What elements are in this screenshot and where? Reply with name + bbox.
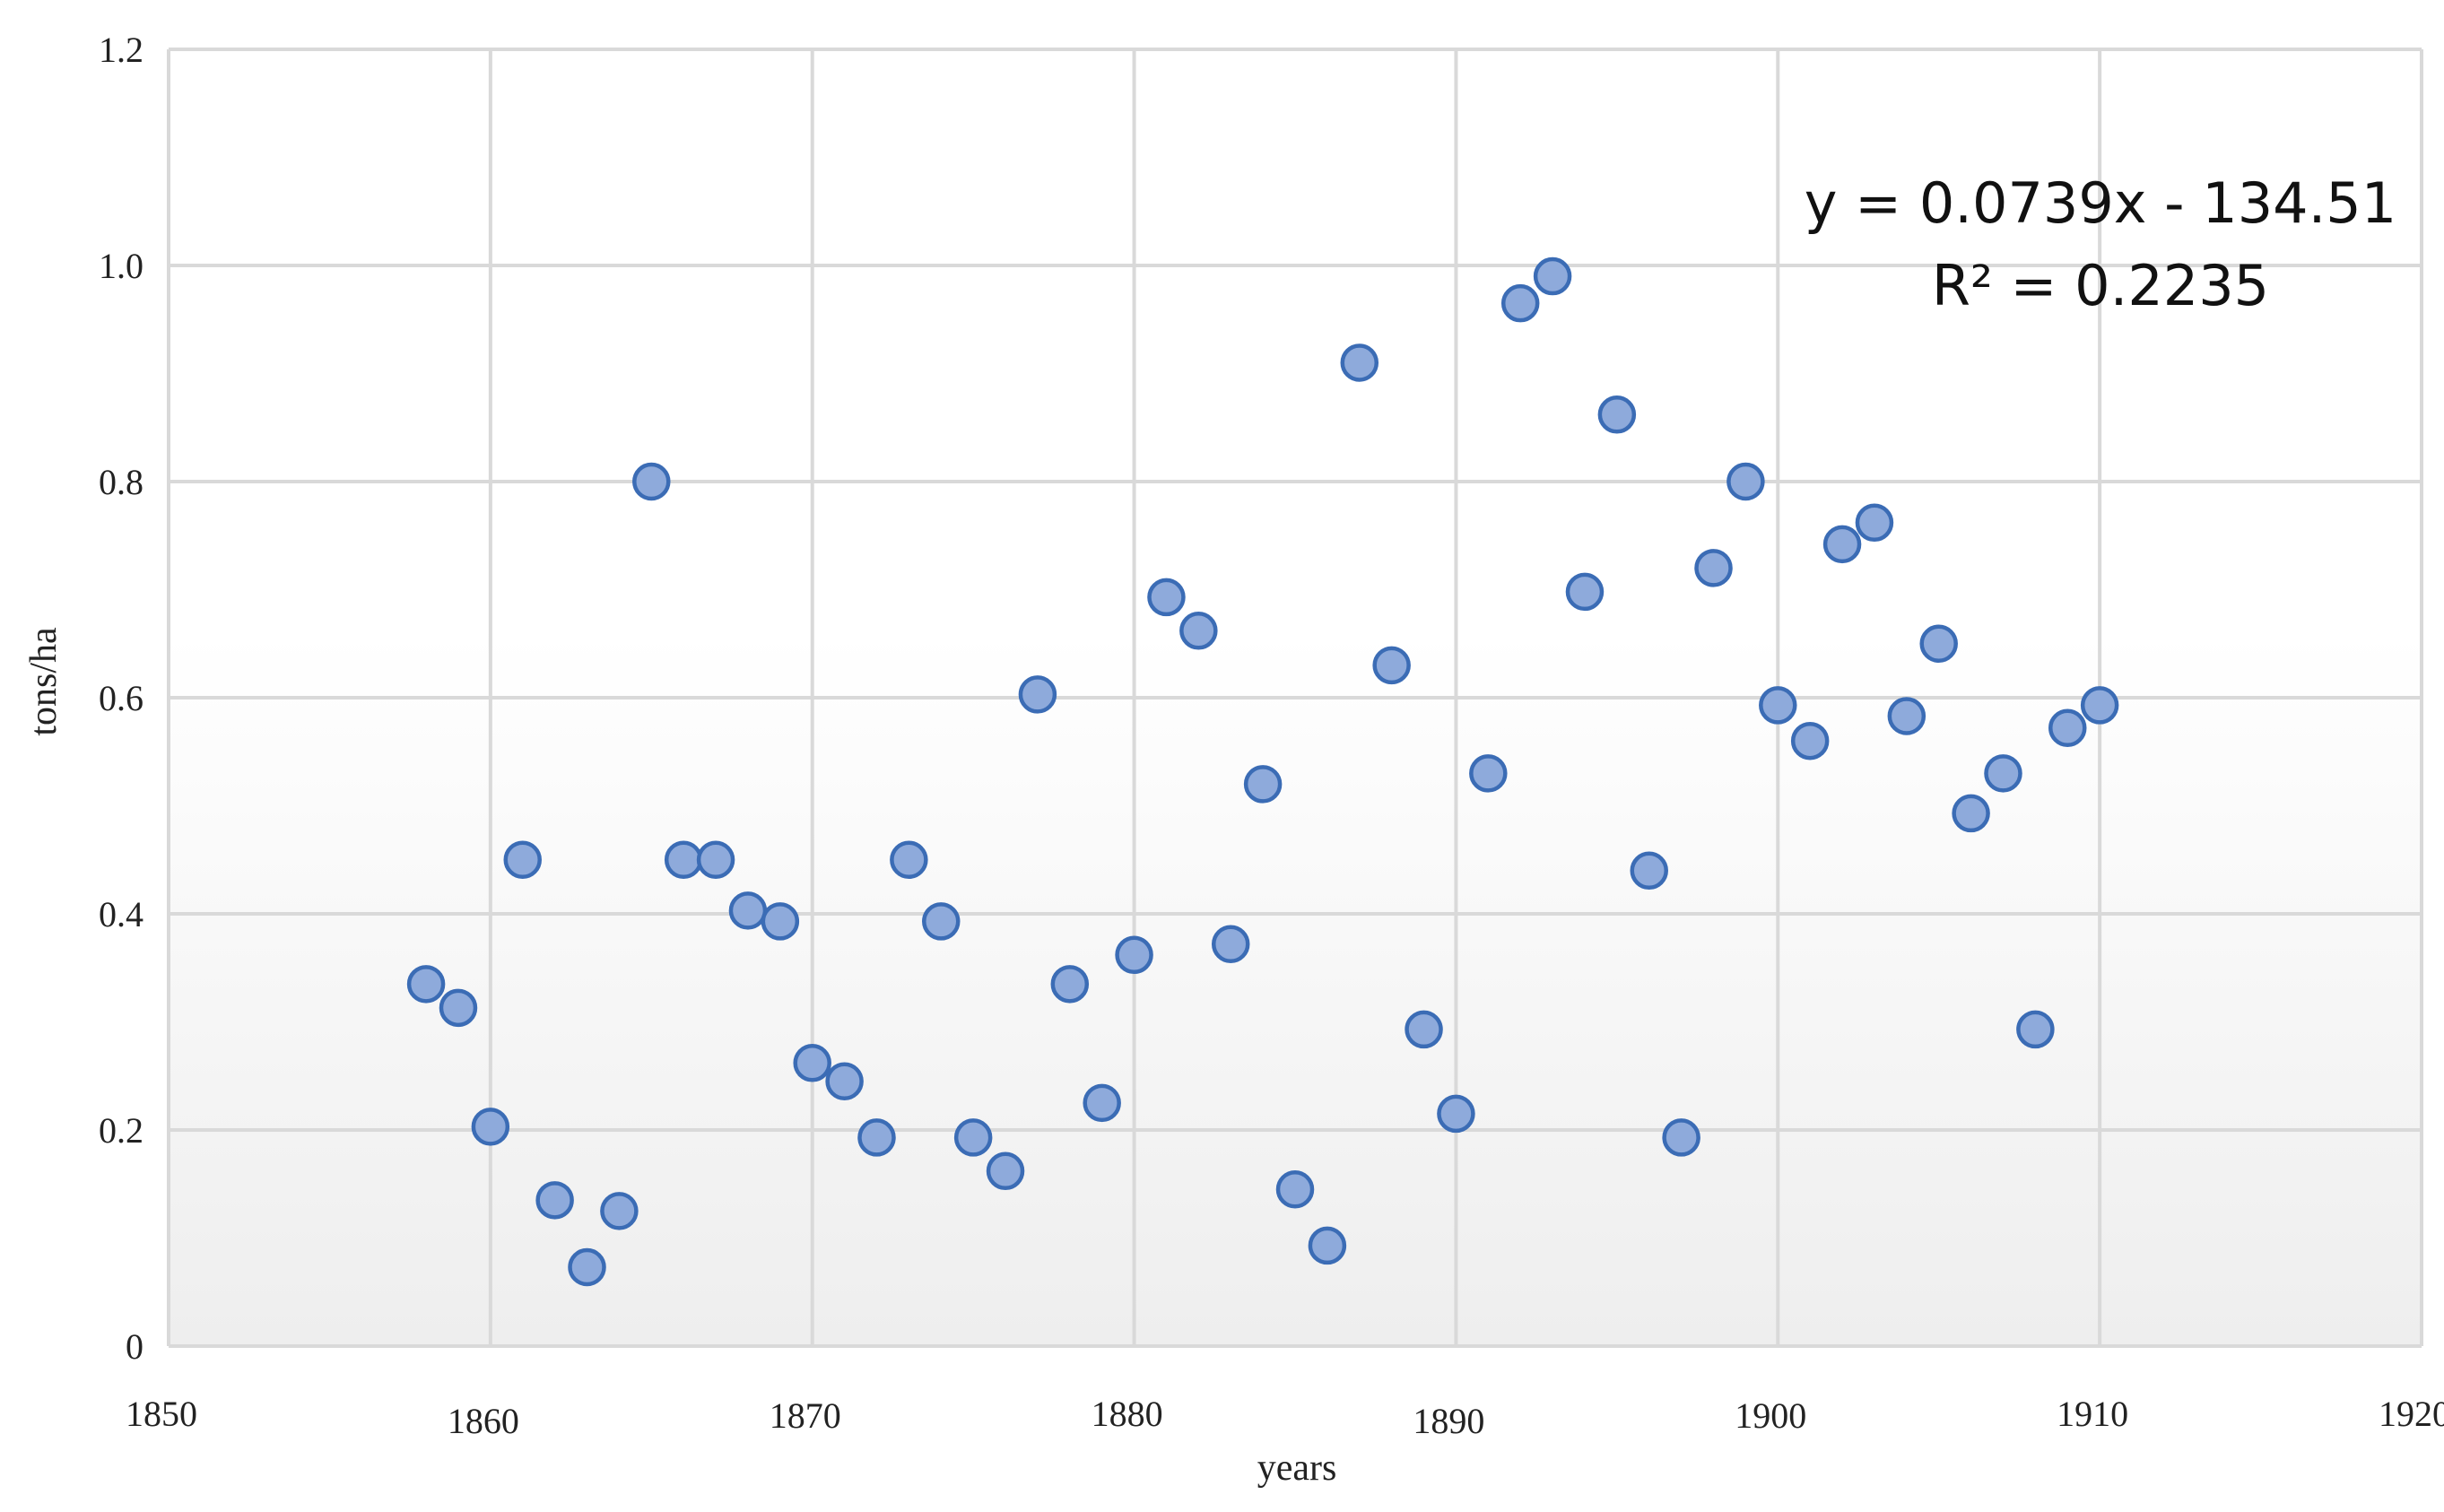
trendline-equation: y = 0.0739x - 134.51 xyxy=(1805,170,2396,236)
y-tick-label-1: 0.2 xyxy=(99,1110,144,1151)
data-point-42 xyxy=(1759,686,1797,725)
x-tick-label-1: 1860 xyxy=(448,1401,519,1441)
data-point-23 xyxy=(1147,578,1186,617)
data-point-33 xyxy=(1469,754,1508,793)
data-point-9 xyxy=(696,840,735,879)
data-point-15 xyxy=(890,840,928,879)
x-tick-label-0: 1850 xyxy=(126,1394,197,1434)
data-point-35 xyxy=(1533,256,1572,296)
data-point-43 xyxy=(1790,721,1830,760)
data-point-20 xyxy=(1050,965,1090,1004)
data-point-2 xyxy=(471,1108,510,1146)
x-tick-label-3: 1880 xyxy=(1092,1394,1163,1434)
data-point-32 xyxy=(1437,1094,1475,1134)
data-point-31 xyxy=(1405,1010,1443,1049)
x-tick-label-4: 1890 xyxy=(1413,1401,1484,1441)
y-tick-label-5: 1.0 xyxy=(99,246,144,286)
y-tick-labels: 0 0.2 0.4 0.6 0.8 1.0 1.2 xyxy=(99,30,144,1367)
data-point-51 xyxy=(2048,708,2087,747)
x-tick-label-2: 1870 xyxy=(770,1395,841,1436)
x-tick-label-7: 1920 xyxy=(2379,1394,2444,1434)
data-point-39 xyxy=(1662,1118,1700,1157)
data-point-38 xyxy=(1630,851,1668,891)
data-point-3 xyxy=(503,840,542,879)
data-point-11 xyxy=(761,902,800,941)
data-point-26 xyxy=(1243,765,1283,804)
data-point-27 xyxy=(1275,1170,1315,1209)
data-points xyxy=(406,256,2119,1287)
y-tick-label-3: 0.6 xyxy=(99,678,144,718)
data-point-14 xyxy=(857,1118,896,1157)
data-point-6 xyxy=(600,1192,639,1230)
data-point-47 xyxy=(1919,624,1958,663)
data-point-44 xyxy=(1822,525,1862,564)
y-tick-label-2: 0.4 xyxy=(99,894,144,934)
data-point-18 xyxy=(986,1151,1025,1191)
data-point-36 xyxy=(1565,572,1605,612)
x-tick-label-5: 1900 xyxy=(1735,1395,1806,1436)
data-point-19 xyxy=(1018,675,1057,714)
data-point-46 xyxy=(1887,697,1926,735)
y-tick-label-0: 0 xyxy=(126,1326,144,1367)
data-point-30 xyxy=(1372,646,1411,685)
data-point-7 xyxy=(632,462,671,501)
data-point-52 xyxy=(2080,686,2119,725)
data-point-12 xyxy=(793,1044,831,1082)
data-point-37 xyxy=(1597,395,1637,434)
data-point-0 xyxy=(406,965,446,1004)
y-tick-label-4: 0.8 xyxy=(99,462,144,502)
data-point-5 xyxy=(568,1247,606,1287)
x-tick-labels: 1850 1860 1870 1880 1890 1900 1910 1920 xyxy=(126,1394,2444,1441)
data-point-4 xyxy=(535,1181,574,1220)
data-point-45 xyxy=(1855,503,1894,543)
data-point-8 xyxy=(664,840,703,879)
data-point-22 xyxy=(1115,935,1153,975)
data-point-21 xyxy=(1083,1083,1121,1123)
data-point-17 xyxy=(953,1118,993,1157)
x-tick-label-6: 1910 xyxy=(2057,1394,2128,1434)
data-point-1 xyxy=(439,988,478,1028)
data-point-13 xyxy=(825,1062,864,1101)
data-point-50 xyxy=(2016,1010,2055,1049)
data-point-41 xyxy=(1726,462,1765,501)
data-point-40 xyxy=(1694,549,1733,587)
x-axis-title: years xyxy=(1257,1447,1337,1489)
data-point-24 xyxy=(1179,612,1218,650)
y-tick-label-6: 1.2 xyxy=(99,30,144,70)
y-axis-title: tons/ha xyxy=(23,627,65,736)
data-point-49 xyxy=(1984,754,2022,793)
data-point-16 xyxy=(922,902,961,941)
data-point-34 xyxy=(1500,283,1540,323)
data-point-10 xyxy=(728,891,768,930)
data-point-48 xyxy=(1952,794,1990,833)
data-point-29 xyxy=(1340,343,1379,382)
data-point-28 xyxy=(1308,1226,1347,1265)
grid-lines xyxy=(167,48,2423,1348)
trendline-r-squared: R² = 0.2235 xyxy=(1932,253,2269,318)
data-point-25 xyxy=(1211,925,1250,963)
